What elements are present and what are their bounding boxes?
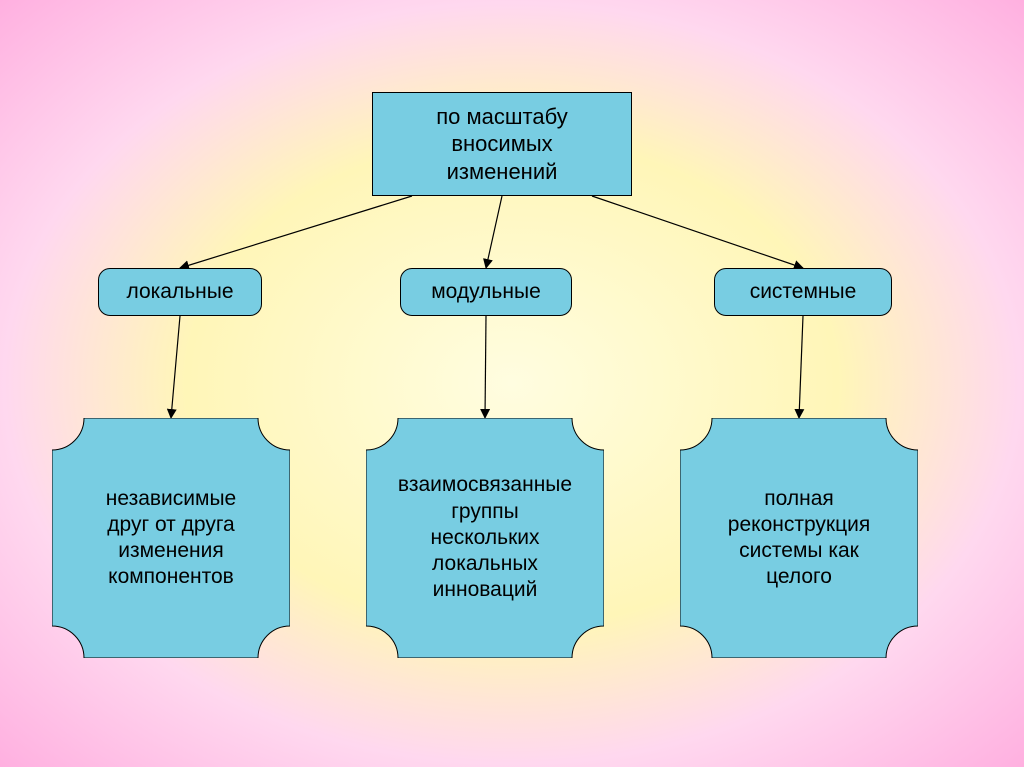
edge	[171, 316, 180, 418]
edge	[180, 196, 412, 268]
node-label: по масштабу вносимых изменений	[428, 97, 575, 192]
node-label: локальные	[118, 273, 241, 311]
node-root: по масштабу вносимых изменений	[372, 92, 632, 196]
node-label: взаимосвязанные группы нескольких локаль…	[390, 466, 580, 609]
node-leaf-local: независимые друг от друга изменения комп…	[52, 418, 290, 658]
node-cat-modular: модульные	[400, 268, 572, 316]
diagram-canvas: по масштабу вносимых изменений локальные м…	[0, 0, 1024, 767]
edge	[592, 196, 803, 268]
node-label: модульные	[423, 273, 549, 311]
node-cat-system: системные	[714, 268, 892, 316]
node-label: независимые друг от друга изменения комп…	[98, 480, 244, 597]
edge	[485, 316, 486, 418]
node-cat-local: локальные	[98, 268, 262, 316]
edge	[799, 316, 803, 418]
node-label: системные	[742, 273, 865, 311]
node-label: полная реконструкция системы как целого	[720, 480, 878, 597]
edge	[486, 196, 502, 268]
node-leaf-system: полная реконструкция системы как целого	[680, 418, 918, 658]
node-leaf-modular: взаимосвязанные группы нескольких локаль…	[366, 418, 604, 658]
